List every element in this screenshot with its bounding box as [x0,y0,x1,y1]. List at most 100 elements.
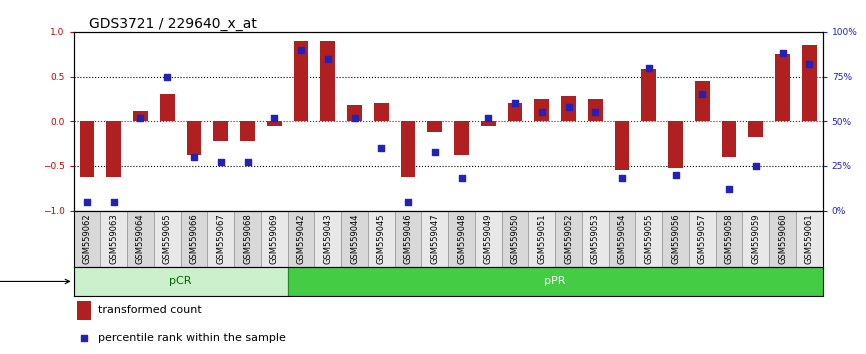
Point [615,176,629,181]
Bar [240,121,255,141]
Text: GSM559054: GSM559054 [617,213,626,264]
Point [77,336,91,341]
Bar [428,121,443,132]
Point [695,92,709,97]
Bar [181,211,207,267]
Text: transformed count: transformed count [98,306,201,315]
Text: GSM559048: GSM559048 [457,213,466,264]
Bar [742,211,769,267]
Text: GSM559056: GSM559056 [671,213,680,264]
Bar [662,211,689,267]
Text: GSM559062: GSM559062 [82,213,92,264]
Point [347,115,361,120]
Text: GSM559049: GSM559049 [484,213,493,264]
Bar [100,211,127,267]
Point [588,109,602,115]
Bar [368,211,395,267]
Text: GSM559046: GSM559046 [404,213,412,264]
Point [535,109,549,115]
Bar [234,211,261,267]
Bar [582,211,609,267]
Point [749,163,763,169]
Bar [74,211,100,267]
Text: percentile rank within the sample: percentile rank within the sample [98,333,286,343]
Point [241,160,255,165]
Bar [588,99,603,121]
Text: disease state: disease state [0,276,69,286]
Bar [213,121,228,141]
Bar [802,45,817,121]
Point [160,74,174,79]
Bar [507,103,522,121]
Point [214,160,228,165]
Point [722,186,736,192]
Text: GSM559069: GSM559069 [270,213,279,264]
Bar [374,103,389,121]
Point [481,115,495,120]
Bar [501,211,528,267]
Point [80,199,94,205]
Bar [127,211,154,267]
Point [428,149,442,154]
Bar [481,121,495,126]
Text: GSM559064: GSM559064 [136,213,145,264]
Text: GSM559057: GSM559057 [698,213,707,264]
Bar [294,41,308,121]
Bar [422,211,449,267]
Bar [133,110,148,121]
Bar [347,105,362,121]
Bar [721,121,736,157]
Bar [669,121,683,168]
Bar [74,267,288,296]
Text: GSM559044: GSM559044 [350,213,359,264]
Text: GSM559052: GSM559052 [564,213,573,264]
Point [776,51,790,56]
Text: GDS3721 / 229640_x_at: GDS3721 / 229640_x_at [88,17,256,31]
Bar [454,121,469,155]
Bar [187,121,202,155]
Bar [528,211,555,267]
Bar [107,121,121,177]
Text: GSM559050: GSM559050 [511,213,520,264]
Point [642,65,656,70]
Bar [267,121,281,126]
Text: GSM559042: GSM559042 [296,213,306,264]
Point [455,176,469,181]
Text: pCR: pCR [170,276,192,286]
Bar [561,96,576,121]
Text: GSM559053: GSM559053 [591,213,600,264]
Point [562,104,576,110]
Text: GSM559043: GSM559043 [323,213,333,264]
Point [268,115,281,120]
Bar [341,211,368,267]
Point [669,172,682,178]
Point [508,101,522,106]
Bar [154,211,181,267]
Text: GSM559058: GSM559058 [725,213,734,264]
Text: GSM559065: GSM559065 [163,213,171,264]
Bar [775,54,790,121]
Bar [615,121,630,170]
Bar [207,211,234,267]
Text: GSM559067: GSM559067 [216,213,225,264]
Bar [609,211,636,267]
Bar [534,99,549,121]
Bar [715,211,742,267]
Text: pPR: pPR [545,276,565,286]
Text: GSM559063: GSM559063 [109,213,119,264]
Point [107,199,120,205]
Text: GSM559061: GSM559061 [805,213,814,264]
Text: GSM559051: GSM559051 [537,213,546,264]
Bar [401,121,416,177]
Text: GSM559059: GSM559059 [752,213,760,264]
Point [401,199,415,205]
Text: GSM559060: GSM559060 [778,213,787,264]
Bar [642,69,656,121]
Point [374,145,388,151]
Bar [261,211,288,267]
Text: GSM559047: GSM559047 [430,213,439,264]
Bar [748,121,763,137]
Bar [314,211,341,267]
Bar [449,211,475,267]
Point [133,115,147,120]
